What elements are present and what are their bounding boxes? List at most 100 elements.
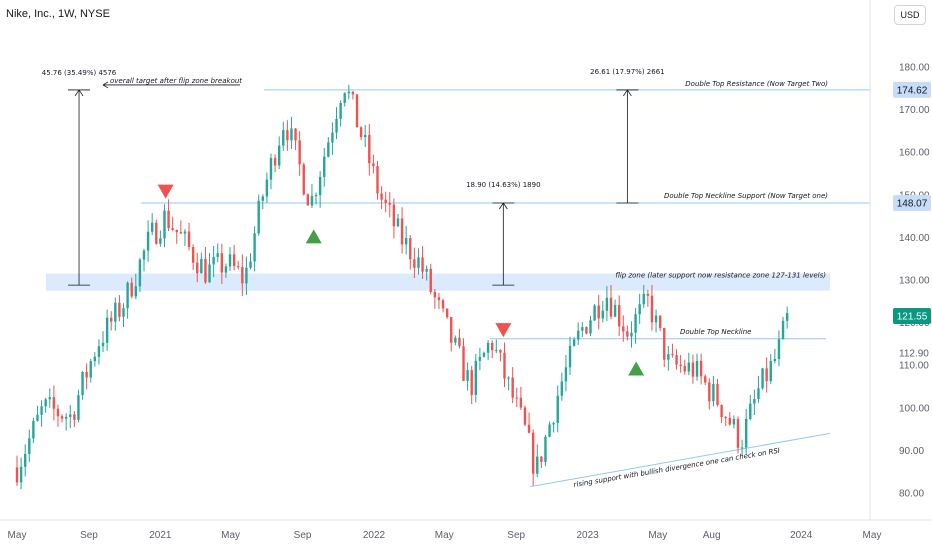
candle-body [191, 247, 195, 263]
candle-body [417, 257, 420, 268]
candle-body [224, 266, 228, 273]
price-tag-label: 121.55 [897, 311, 928, 322]
price-tick-label: 80.00 [899, 489, 924, 500]
sell-arrow-icon [495, 323, 512, 338]
buy-arrow-icon [628, 361, 645, 376]
measure-label: 26.61 (17.97%) 2661 [590, 68, 664, 76]
time-tick-label: 2022 [363, 530, 386, 541]
candle-body [626, 331, 629, 337]
candle-body [605, 297, 609, 311]
candle-body [466, 370, 469, 381]
candle-body [130, 282, 133, 297]
candle-body [413, 259, 416, 268]
time-axis[interactable]: May Sep 2021 May Sep 2022 May Sep 2023 May Aug 2024… [0, 519, 932, 541]
candle-body [146, 231, 150, 251]
candle-body [675, 354, 678, 365]
candle-body [572, 339, 576, 346]
candle-body [556, 395, 559, 423]
candle-body [355, 94, 359, 128]
candle-body [179, 232, 183, 234]
candle-body [753, 398, 756, 404]
candle-body [736, 418, 740, 448]
candle-body [171, 228, 174, 230]
candle-body [716, 384, 719, 406]
candle-body [150, 222, 154, 232]
candle-body [118, 302, 121, 317]
candle-body [683, 366, 686, 372]
candles [15, 84, 789, 490]
candle-body [73, 414, 76, 420]
candle-body [437, 297, 441, 301]
candle-body [454, 337, 457, 343]
price-tag-bg [893, 81, 931, 98]
candle-body [56, 408, 60, 417]
candle-body [93, 356, 97, 362]
price-tick-label: 130.00 [899, 276, 930, 287]
time-tick-label: May [648, 530, 667, 541]
candle-body [658, 315, 662, 329]
candle-body [740, 447, 744, 449]
time-tick-label: 2023 [576, 530, 599, 541]
candle-body [650, 295, 654, 323]
measure-label: 18.90 (14.63%) 1890 [466, 181, 540, 189]
candle-body [318, 176, 322, 196]
candle-body [450, 317, 453, 343]
candle-body [167, 210, 170, 229]
candle-body [667, 354, 670, 360]
candle-body [785, 313, 789, 321]
candle-body [773, 358, 777, 362]
candle-body [433, 291, 437, 298]
candle-body [241, 267, 244, 284]
candle-body [388, 202, 391, 205]
candle-body [392, 204, 396, 227]
candle-body [200, 258, 203, 274]
candle-body [175, 229, 178, 233]
resistance-label: Double Top Resistance (Now Target Two) [685, 80, 828, 88]
candle-body [142, 250, 146, 260]
candle-body [19, 466, 23, 483]
candle-body [519, 397, 523, 408]
candle-body [515, 397, 518, 399]
candle-body [564, 367, 568, 382]
candle-body [531, 432, 535, 474]
measure-arrowhead [74, 89, 84, 97]
candle-body [490, 342, 494, 351]
candle-body [499, 349, 502, 353]
candle-body [286, 130, 289, 141]
candle-body [511, 377, 514, 398]
time-tick-label: May [221, 530, 240, 541]
price-tick-label: 90.00 [899, 446, 924, 457]
candle-body [40, 406, 43, 415]
candle-body [97, 346, 101, 357]
time-tick-label: Sep [80, 530, 98, 541]
candle-body [638, 304, 641, 315]
candle-body [761, 368, 764, 389]
candle-body [339, 103, 342, 119]
candle-body [306, 194, 310, 206]
price-tag-bg [893, 307, 931, 324]
candle-body [23, 453, 27, 467]
price-tags: 174.62 148.07 121.55 [893, 81, 931, 324]
candle-body [704, 376, 707, 383]
candle-body [445, 308, 449, 318]
candle-body [589, 320, 592, 334]
candle-body [724, 417, 727, 419]
candle-body [400, 218, 404, 245]
candle-body [265, 179, 269, 197]
candle-body [560, 381, 564, 396]
candle-body [728, 417, 731, 425]
candle-body [409, 238, 412, 260]
candle-body [617, 305, 621, 327]
time-tick-label: May [435, 530, 454, 541]
neckline-support-label: Double Top Neckline Support (Now Target … [664, 192, 828, 200]
candle-body [364, 134, 367, 138]
candle-body [765, 368, 768, 382]
candle-body [708, 382, 711, 402]
currency-button[interactable]: USD [894, 5, 926, 25]
flip-zone-label: flip zone (later support now resistance … [615, 272, 826, 280]
measure-arrowhead [623, 89, 632, 97]
candle-body [298, 140, 301, 165]
buy-arrow-icon [305, 229, 322, 244]
candle-body [196, 262, 199, 274]
